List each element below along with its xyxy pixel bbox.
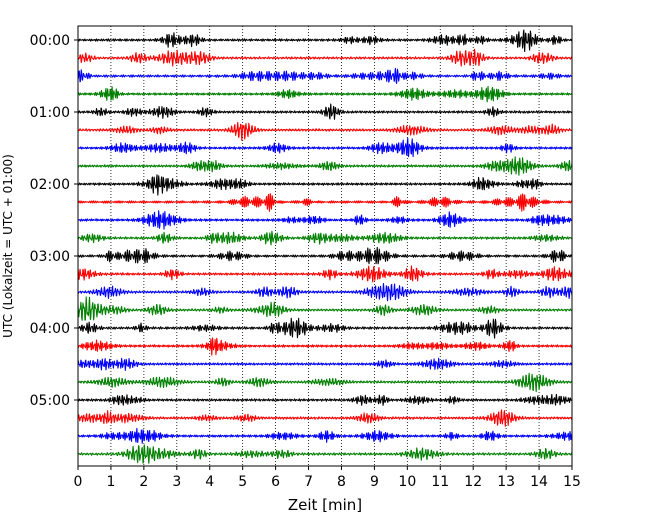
trace-line <box>77 444 573 464</box>
x-tick-label: 2 <box>139 474 148 490</box>
y-tick-label: 00:00 <box>30 33 70 49</box>
x-axis-label: Zeit [min] <box>288 496 362 514</box>
x-tick-label: 15 <box>563 474 581 490</box>
x-tick-label: 9 <box>370 474 379 490</box>
y-tick-label: 03:00 <box>30 249 70 265</box>
y-tick-label: 01:00 <box>30 105 70 121</box>
trace-line <box>77 372 573 393</box>
x-tick-label: 0 <box>74 474 83 490</box>
x-tick-label: 12 <box>464 474 482 490</box>
trace-line <box>77 283 573 302</box>
x-tick-label: 11 <box>431 474 449 490</box>
trace-line <box>77 393 573 406</box>
trace-line <box>77 85 573 103</box>
trace-line <box>77 317 573 339</box>
plot-frame <box>77 25 573 467</box>
trace-line <box>77 409 573 427</box>
x-tick-label: 6 <box>271 474 280 490</box>
trace-line <box>77 210 573 230</box>
trace-line <box>77 246 573 265</box>
x-tick-label: 1 <box>106 474 115 490</box>
y-tick-label: 04:00 <box>30 321 70 337</box>
trace-line <box>77 137 573 158</box>
trace-line <box>77 337 573 356</box>
x-tick-label: 4 <box>205 474 214 490</box>
x-tick-label: 10 <box>398 474 416 490</box>
y-tick-label: 05:00 <box>30 393 70 409</box>
trace-line <box>77 67 573 84</box>
trace-line <box>77 193 573 212</box>
x-tick-label: 7 <box>304 474 313 490</box>
trace-line <box>77 48 573 67</box>
trace-line <box>77 230 573 246</box>
x-tick-label: 8 <box>337 474 346 490</box>
trace-line <box>77 29 573 53</box>
x-axis-ticks: 0 1 2 3 4 5 6 7 8 9 10 11 12 13 14 15 <box>74 466 581 490</box>
x-tick-label: 3 <box>172 474 181 490</box>
x-tick-label: 14 <box>530 474 548 490</box>
trace-line <box>77 156 573 176</box>
trace-line <box>77 427 573 444</box>
grid <box>110 26 540 466</box>
x-tick-label: 5 <box>238 474 247 490</box>
trace-line <box>77 121 573 141</box>
y-axis-ticks: 00:00 01:00 02:00 03:00 04:00 05:00 <box>30 33 78 409</box>
trace-line <box>77 103 573 120</box>
trace-line <box>77 174 573 196</box>
trace-line <box>77 357 573 371</box>
y-tick-label: 02:00 <box>30 177 70 193</box>
y-axis-label: UTC (Lokalzeit = UTC + 01:00) <box>1 154 15 338</box>
seismic-traces <box>77 29 573 464</box>
trace-line <box>77 265 573 283</box>
x-tick-label: 13 <box>497 474 515 490</box>
trace-line <box>77 296 573 321</box>
